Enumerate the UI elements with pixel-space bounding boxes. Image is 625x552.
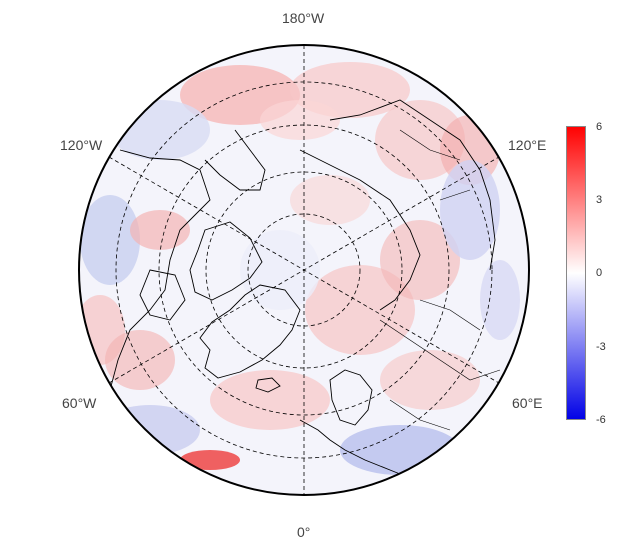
alaska-coastline: [204, 129, 266, 191]
lon-label-120e: 120°E: [508, 137, 547, 153]
lon-label-60w: 60°W: [62, 395, 97, 411]
latitude-circle: [205, 171, 403, 369]
graticule: [108, 45, 500, 495]
country-borders: [379, 129, 501, 431]
latitude-circle: [158, 124, 450, 416]
colorbar: [566, 126, 586, 420]
colorbar-gradient: [566, 126, 586, 420]
coastlines: [109, 99, 501, 479]
meridian-line: [108, 156, 500, 384]
map-boundary: [78, 44, 530, 496]
lon-label-120w: 120°W: [60, 137, 103, 153]
colorbar-tick-label: 0: [596, 267, 603, 279]
anomaly-patch: [130, 210, 190, 250]
canadian-archipelago-coastline: [189, 221, 263, 301]
scandinavia-coastline: [329, 369, 373, 426]
canada-coastline: [109, 149, 211, 391]
anomaly-patch: [260, 100, 340, 140]
colorbar-tick-label: -6: [596, 414, 606, 426]
russia-coastline: [329, 99, 496, 271]
greenland-coastline: [199, 284, 301, 379]
siberia-coastline: [299, 149, 421, 311]
anomaly-patch: [305, 265, 415, 355]
anomaly-patch: [100, 405, 200, 455]
anomaly-patch: [80, 195, 140, 285]
colorbar-tick-label: -3: [596, 341, 606, 353]
lon-label-180w: 180°W: [282, 10, 325, 26]
anomaly-patch: [380, 350, 480, 410]
anomaly-patch: [105, 330, 175, 390]
colorbar-tick-label: 3: [596, 194, 603, 206]
europe-coastline: [299, 419, 411, 479]
anomaly-patch: [380, 220, 460, 300]
anomaly-patch: [210, 370, 330, 430]
iceland-coastline: [255, 377, 281, 393]
anomaly-patch: [180, 450, 240, 470]
anomaly-patch: [480, 260, 520, 340]
hudson-bay-coastline: [139, 269, 186, 321]
lon-label-60e: 60°E: [512, 395, 543, 411]
lon-label-0: 0°: [297, 524, 311, 540]
anomaly-patch: [240, 230, 320, 310]
anomaly-patch: [290, 175, 370, 225]
colorbar-tick-label: 6: [596, 121, 603, 133]
